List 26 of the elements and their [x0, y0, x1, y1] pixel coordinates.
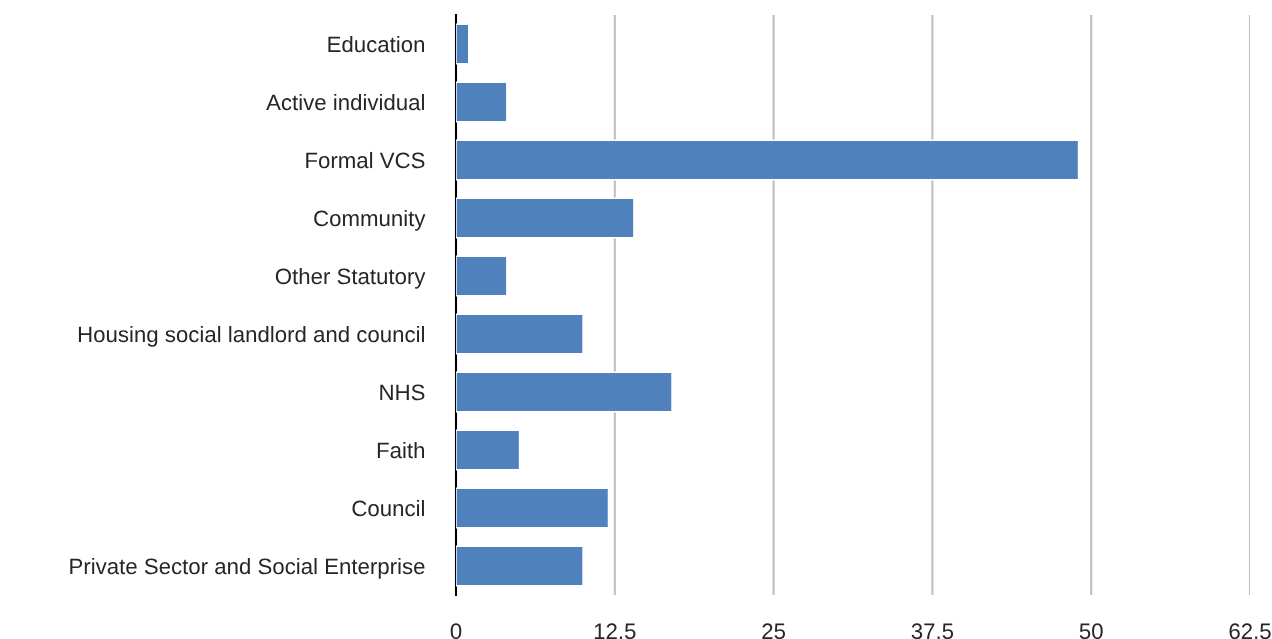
x-tick-label: 37.5 — [911, 623, 954, 639]
y-tick-label: Faith — [377, 441, 425, 459]
bar — [456, 545, 584, 587]
bar — [456, 197, 635, 239]
y-tick-label: Private Sector and Social Enterprise — [70, 557, 425, 579]
x-tick-label: 62.5 — [1229, 623, 1271, 639]
x-tick-label: 25 — [762, 623, 786, 639]
x-tick-label: 12.5 — [594, 623, 636, 639]
y-tick-label: Community — [314, 209, 426, 231]
y-tick-label: Other Statutory — [275, 267, 426, 289]
bar — [456, 313, 584, 355]
y-tick-label: Council — [352, 499, 424, 517]
y-tick-label: Education — [328, 35, 425, 53]
y-tick-label: NHS — [380, 384, 425, 401]
x-tick-label: 50 — [1079, 623, 1103, 639]
x-tick-label: 0 — [450, 623, 462, 639]
bar — [456, 81, 508, 123]
bar — [456, 487, 610, 529]
y-tick-label: Active individual — [266, 93, 424, 111]
bar — [456, 23, 470, 65]
y-tick-label: Housing social landlord and council — [78, 325, 424, 347]
y-tick-label: Formal VCS — [306, 151, 425, 169]
bar — [456, 139, 1080, 181]
bar — [456, 255, 508, 297]
bar — [456, 429, 521, 471]
bar — [456, 371, 673, 413]
